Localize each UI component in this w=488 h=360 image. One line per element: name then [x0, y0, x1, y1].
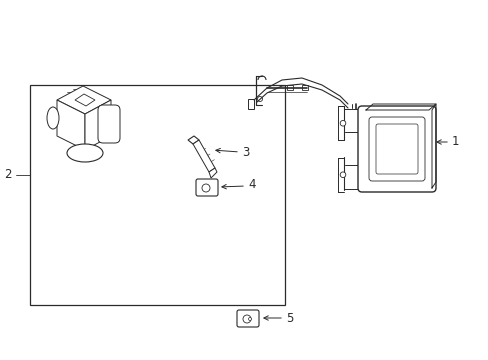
Circle shape — [340, 121, 345, 126]
Circle shape — [243, 315, 250, 323]
Ellipse shape — [47, 107, 59, 129]
Circle shape — [202, 184, 209, 192]
Text: 5: 5 — [285, 311, 293, 324]
Polygon shape — [193, 140, 215, 172]
Text: 3: 3 — [242, 145, 249, 158]
Text: 2: 2 — [4, 168, 12, 181]
Bar — [30, 85, 285, 305]
Polygon shape — [57, 86, 111, 114]
FancyBboxPatch shape — [98, 105, 120, 143]
Circle shape — [340, 172, 345, 177]
Text: 1: 1 — [451, 135, 459, 148]
Ellipse shape — [67, 144, 103, 162]
FancyBboxPatch shape — [368, 117, 424, 181]
Polygon shape — [208, 168, 217, 178]
Polygon shape — [187, 136, 199, 144]
Polygon shape — [57, 100, 85, 150]
FancyBboxPatch shape — [375, 124, 417, 174]
Circle shape — [257, 96, 262, 102]
Polygon shape — [431, 104, 435, 188]
Polygon shape — [85, 100, 111, 150]
Polygon shape — [365, 104, 435, 110]
Circle shape — [248, 318, 251, 320]
Bar — [247, 99, 253, 109]
FancyBboxPatch shape — [196, 179, 218, 196]
Polygon shape — [75, 94, 95, 106]
Text: 4: 4 — [247, 179, 255, 192]
FancyBboxPatch shape — [357, 106, 435, 192]
FancyBboxPatch shape — [237, 310, 259, 327]
Bar — [286, 85, 292, 90]
Bar — [302, 85, 307, 90]
